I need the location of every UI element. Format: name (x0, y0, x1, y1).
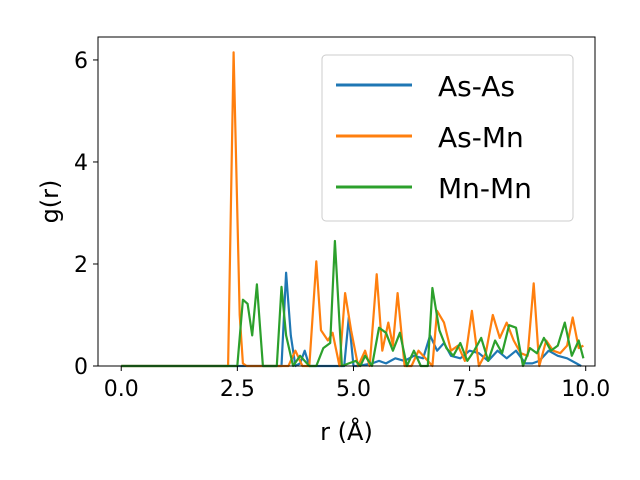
x-tick-label: 2.5 (220, 377, 255, 402)
x-tick-label: 0.0 (104, 377, 139, 402)
x-tick-label: 7.5 (452, 377, 487, 402)
x-axis-label: r (Å) (320, 417, 373, 446)
legend-label: As-As (438, 70, 515, 103)
x-tick-label: 5.0 (336, 377, 371, 402)
series-line-2 (121, 239, 585, 368)
legend-label: Mn-Mn (438, 172, 532, 205)
plot-lines (121, 51, 585, 368)
x-tick-label: 10.0 (561, 377, 610, 402)
y-tick-label: 4 (74, 151, 88, 176)
legend-box (321, 54, 574, 222)
y-axis-label: g(r) (36, 180, 64, 224)
legend-label: As-Mn (438, 121, 524, 154)
y-tick-label: 2 (74, 253, 88, 278)
x-axis: 0.0 2.5 5.0 7.5 10.0 (104, 366, 610, 402)
plot-frame (97, 36, 596, 367)
y-axis: 0 2 4 6 (74, 49, 98, 380)
legend: As-As As-Mn Mn-Mn (321, 54, 574, 222)
y-tick-label: 6 (74, 49, 88, 74)
series-line-0 (121, 271, 582, 368)
y-tick-label: 0 (74, 355, 88, 380)
